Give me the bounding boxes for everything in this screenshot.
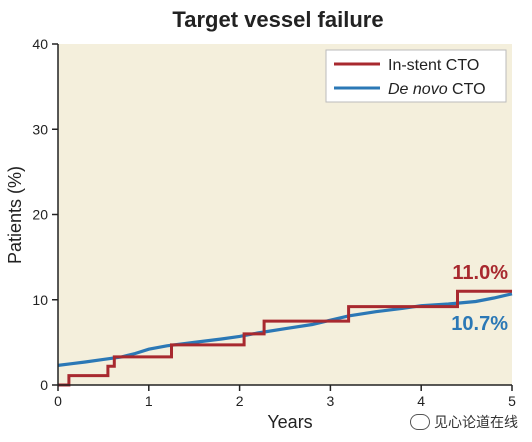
- watermark-text: 见心论道在线: [434, 414, 518, 430]
- x-tick-label: 1: [145, 393, 153, 409]
- wechat-icon: [410, 414, 430, 430]
- legend-label-de-novo-cto: De novo CTO: [388, 81, 486, 98]
- y-tick-label: 20: [32, 207, 48, 223]
- y-tick-label: 40: [32, 36, 48, 52]
- legend-box: [325, 49, 507, 103]
- x-tick-label: 3: [327, 393, 335, 409]
- watermark: 见心论道在线: [410, 412, 518, 432]
- y-tick-label: 30: [32, 121, 48, 137]
- x-tick-label: 2: [236, 393, 244, 409]
- y-axis-label: Patients (%): [5, 166, 25, 264]
- legend-label-in-stent-cto: In-stent CTO: [388, 57, 479, 74]
- end-label-de-novo-cto: 10.7%: [451, 313, 508, 335]
- y-tick-label: 0: [40, 377, 48, 393]
- series-group: [57, 289, 513, 387]
- x-axis-label: Years: [267, 412, 312, 432]
- series-line-in-stent-cto: [58, 289, 512, 387]
- x-tick-label: 4: [417, 393, 425, 409]
- end-labels: 11.0% 10.7%: [451, 262, 508, 335]
- legend: In-stent CTO De novo CTO: [325, 49, 507, 103]
- chart-title: Target vessel failure: [172, 7, 383, 32]
- end-label-in-stent-cto: 11.0%: [452, 262, 508, 284]
- x-tick-label: 0: [54, 393, 62, 409]
- x-tick-label: 5: [508, 393, 516, 409]
- axes: 0 10 20 30 40 0 1 2 3 4 5: [32, 36, 516, 409]
- y-tick-label: 10: [32, 292, 48, 308]
